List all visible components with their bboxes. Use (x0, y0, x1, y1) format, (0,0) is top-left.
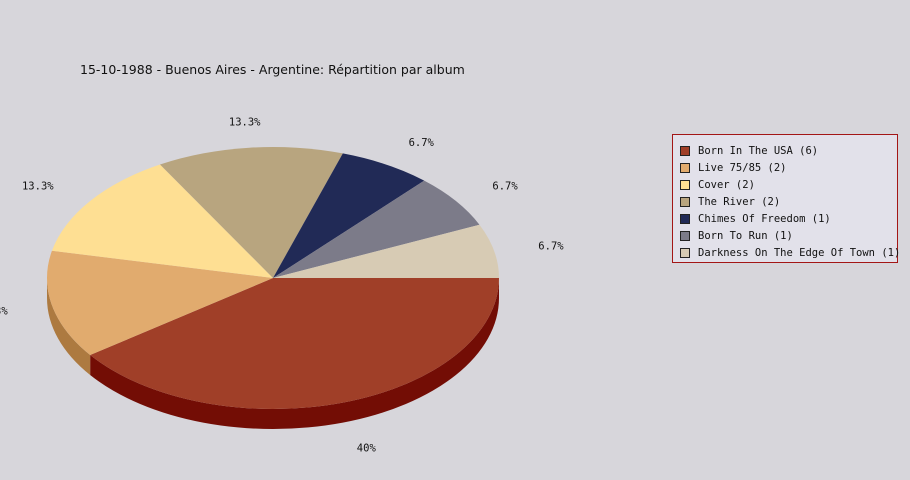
pie-slice-darkness-on-the-edge-of-town (273, 224, 499, 278)
legend-label: Chimes Of Freedom (1) (698, 212, 831, 225)
legend-item-chimes-of-freedom: Chimes Of Freedom (1) (680, 210, 897, 227)
pct-label-live-75-85: 13.3% (0, 306, 8, 318)
pct-label-chimes-of-freedom: 6.7% (409, 137, 435, 149)
pct-label-cover: 13.3% (22, 181, 54, 193)
legend-item-born-to-run: Born To Run (1) (680, 227, 897, 244)
legend-item-live-75-85: Live 75/85 (2) (680, 159, 897, 176)
pie-slice-born-in-the-usa (90, 278, 499, 410)
legend-item-darkness-on-the-edge-of-town: Darkness On The Edge Of Town (1) (680, 244, 901, 261)
legend-swatch (680, 162, 690, 173)
legend: Born In The USA (6) Live 75/85 (2) Cover (… (672, 134, 901, 263)
legend-item-cover: Cover (2) (680, 176, 897, 193)
legend-swatch (680, 179, 690, 190)
pie-slice-the-river (160, 146, 343, 278)
legend-label: Born In The USA (6) (698, 144, 819, 157)
legend-label: Born To Run (1) (698, 229, 793, 242)
pie-slice-chimes-of-freedom (273, 153, 425, 278)
pct-label-born-in-the-usa: 40% (357, 443, 377, 455)
legend-label: Darkness On The Edge Of Town (1) (698, 246, 901, 259)
legend-swatch (680, 196, 690, 207)
pct-label-darkness-on-the-edge-of-town: 6.7% (538, 240, 564, 252)
pie-side-born-in-the-usa (90, 278, 499, 429)
legend-swatch (680, 230, 690, 241)
pie-slice-born-to-run (273, 180, 480, 278)
legend-label: Cover (2) (698, 178, 755, 191)
legend-label: Live 75/85 (2) (698, 161, 787, 174)
pct-label-the-river: 13.3% (229, 117, 261, 129)
legend-swatch (680, 213, 690, 224)
legend-swatch (680, 145, 690, 156)
legend-item-the-river: The River (2) (680, 193, 897, 210)
legend-label: The River (2) (698, 195, 781, 208)
legend-swatch (680, 247, 690, 258)
pie-side-live-75-85 (47, 278, 91, 375)
pie-slice-cover (51, 164, 273, 278)
pie-slice-live-75-85 (47, 250, 273, 355)
legend-item-born-in-the-usa: Born In The USA (6) (680, 142, 897, 159)
pct-label-born-to-run: 6.7% (492, 181, 518, 193)
chart-title: 15-10-1988 - Buenos Aires - Argentine: R… (80, 62, 465, 77)
